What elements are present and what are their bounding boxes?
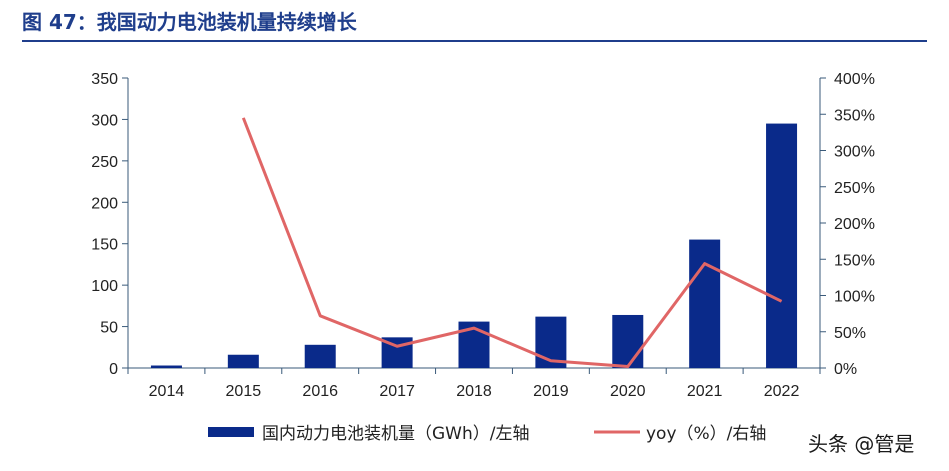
bar — [304, 344, 336, 368]
y-right-tick-label: 0% — [834, 361, 857, 378]
x-tick-label: 2017 — [379, 383, 415, 400]
title-underline — [22, 40, 927, 42]
bar — [689, 239, 721, 368]
y-left-tick-label: 300 — [91, 112, 118, 129]
x-tick-label: 2018 — [456, 383, 492, 400]
y-left-tick-label: 350 — [91, 71, 118, 88]
bars-group — [150, 123, 798, 368]
y-left-tick-label: 250 — [91, 154, 118, 171]
bar — [766, 123, 798, 368]
x-tick-label: 2019 — [533, 383, 569, 400]
legend: 国内动力电池装机量（GWh）/左轴 yoy（%）/右轴 — [208, 424, 766, 444]
x-tick-label: 2014 — [149, 383, 185, 400]
y-right-tick-label: 100% — [834, 289, 875, 306]
x-tick-label: 2020 — [610, 383, 646, 400]
legend-label-line: yoy（%）/右轴 — [646, 424, 766, 444]
page-title: 图 47：我国动力电池装机量持续增长 — [22, 10, 357, 34]
legend-swatch-bar — [208, 427, 254, 437]
y-right-tick-label: 350% — [834, 107, 875, 124]
x-tick-label: 2016 — [302, 383, 338, 400]
y-right-tick-label: 300% — [834, 144, 875, 161]
y-left-tick-label: 200 — [91, 195, 118, 212]
y-right-tick-label: 400% — [834, 71, 875, 88]
x-tick-label: 2015 — [226, 383, 262, 400]
y-left-tick-label: 150 — [91, 237, 118, 254]
bar — [227, 354, 259, 368]
y-left-tick-label: 100 — [91, 278, 118, 295]
y-right-tick-label: 150% — [834, 252, 875, 269]
line-group — [241, 117, 783, 369]
bar — [150, 365, 182, 368]
x-tick-label: 2021 — [687, 383, 723, 400]
y-right-tick-label: 50% — [834, 325, 866, 342]
watermark: 头条 @管是 — [808, 432, 915, 456]
y-left-tick-label: 0 — [109, 361, 118, 378]
y-right-tick-label: 200% — [834, 216, 875, 233]
series-line-yoy — [241, 117, 783, 369]
legend-label-bar: 国内动力电池装机量（GWh）/左轴 — [262, 424, 529, 444]
y-right-tick-label: 250% — [834, 180, 875, 197]
x-tick-label: 2022 — [764, 383, 800, 400]
y-left-tick-label: 50 — [100, 320, 118, 337]
bar — [612, 314, 644, 368]
ticks-group: 0 50 100 150 200 250 300 350 0% 50% 100% 150% 200% 25… — [91, 71, 875, 400]
